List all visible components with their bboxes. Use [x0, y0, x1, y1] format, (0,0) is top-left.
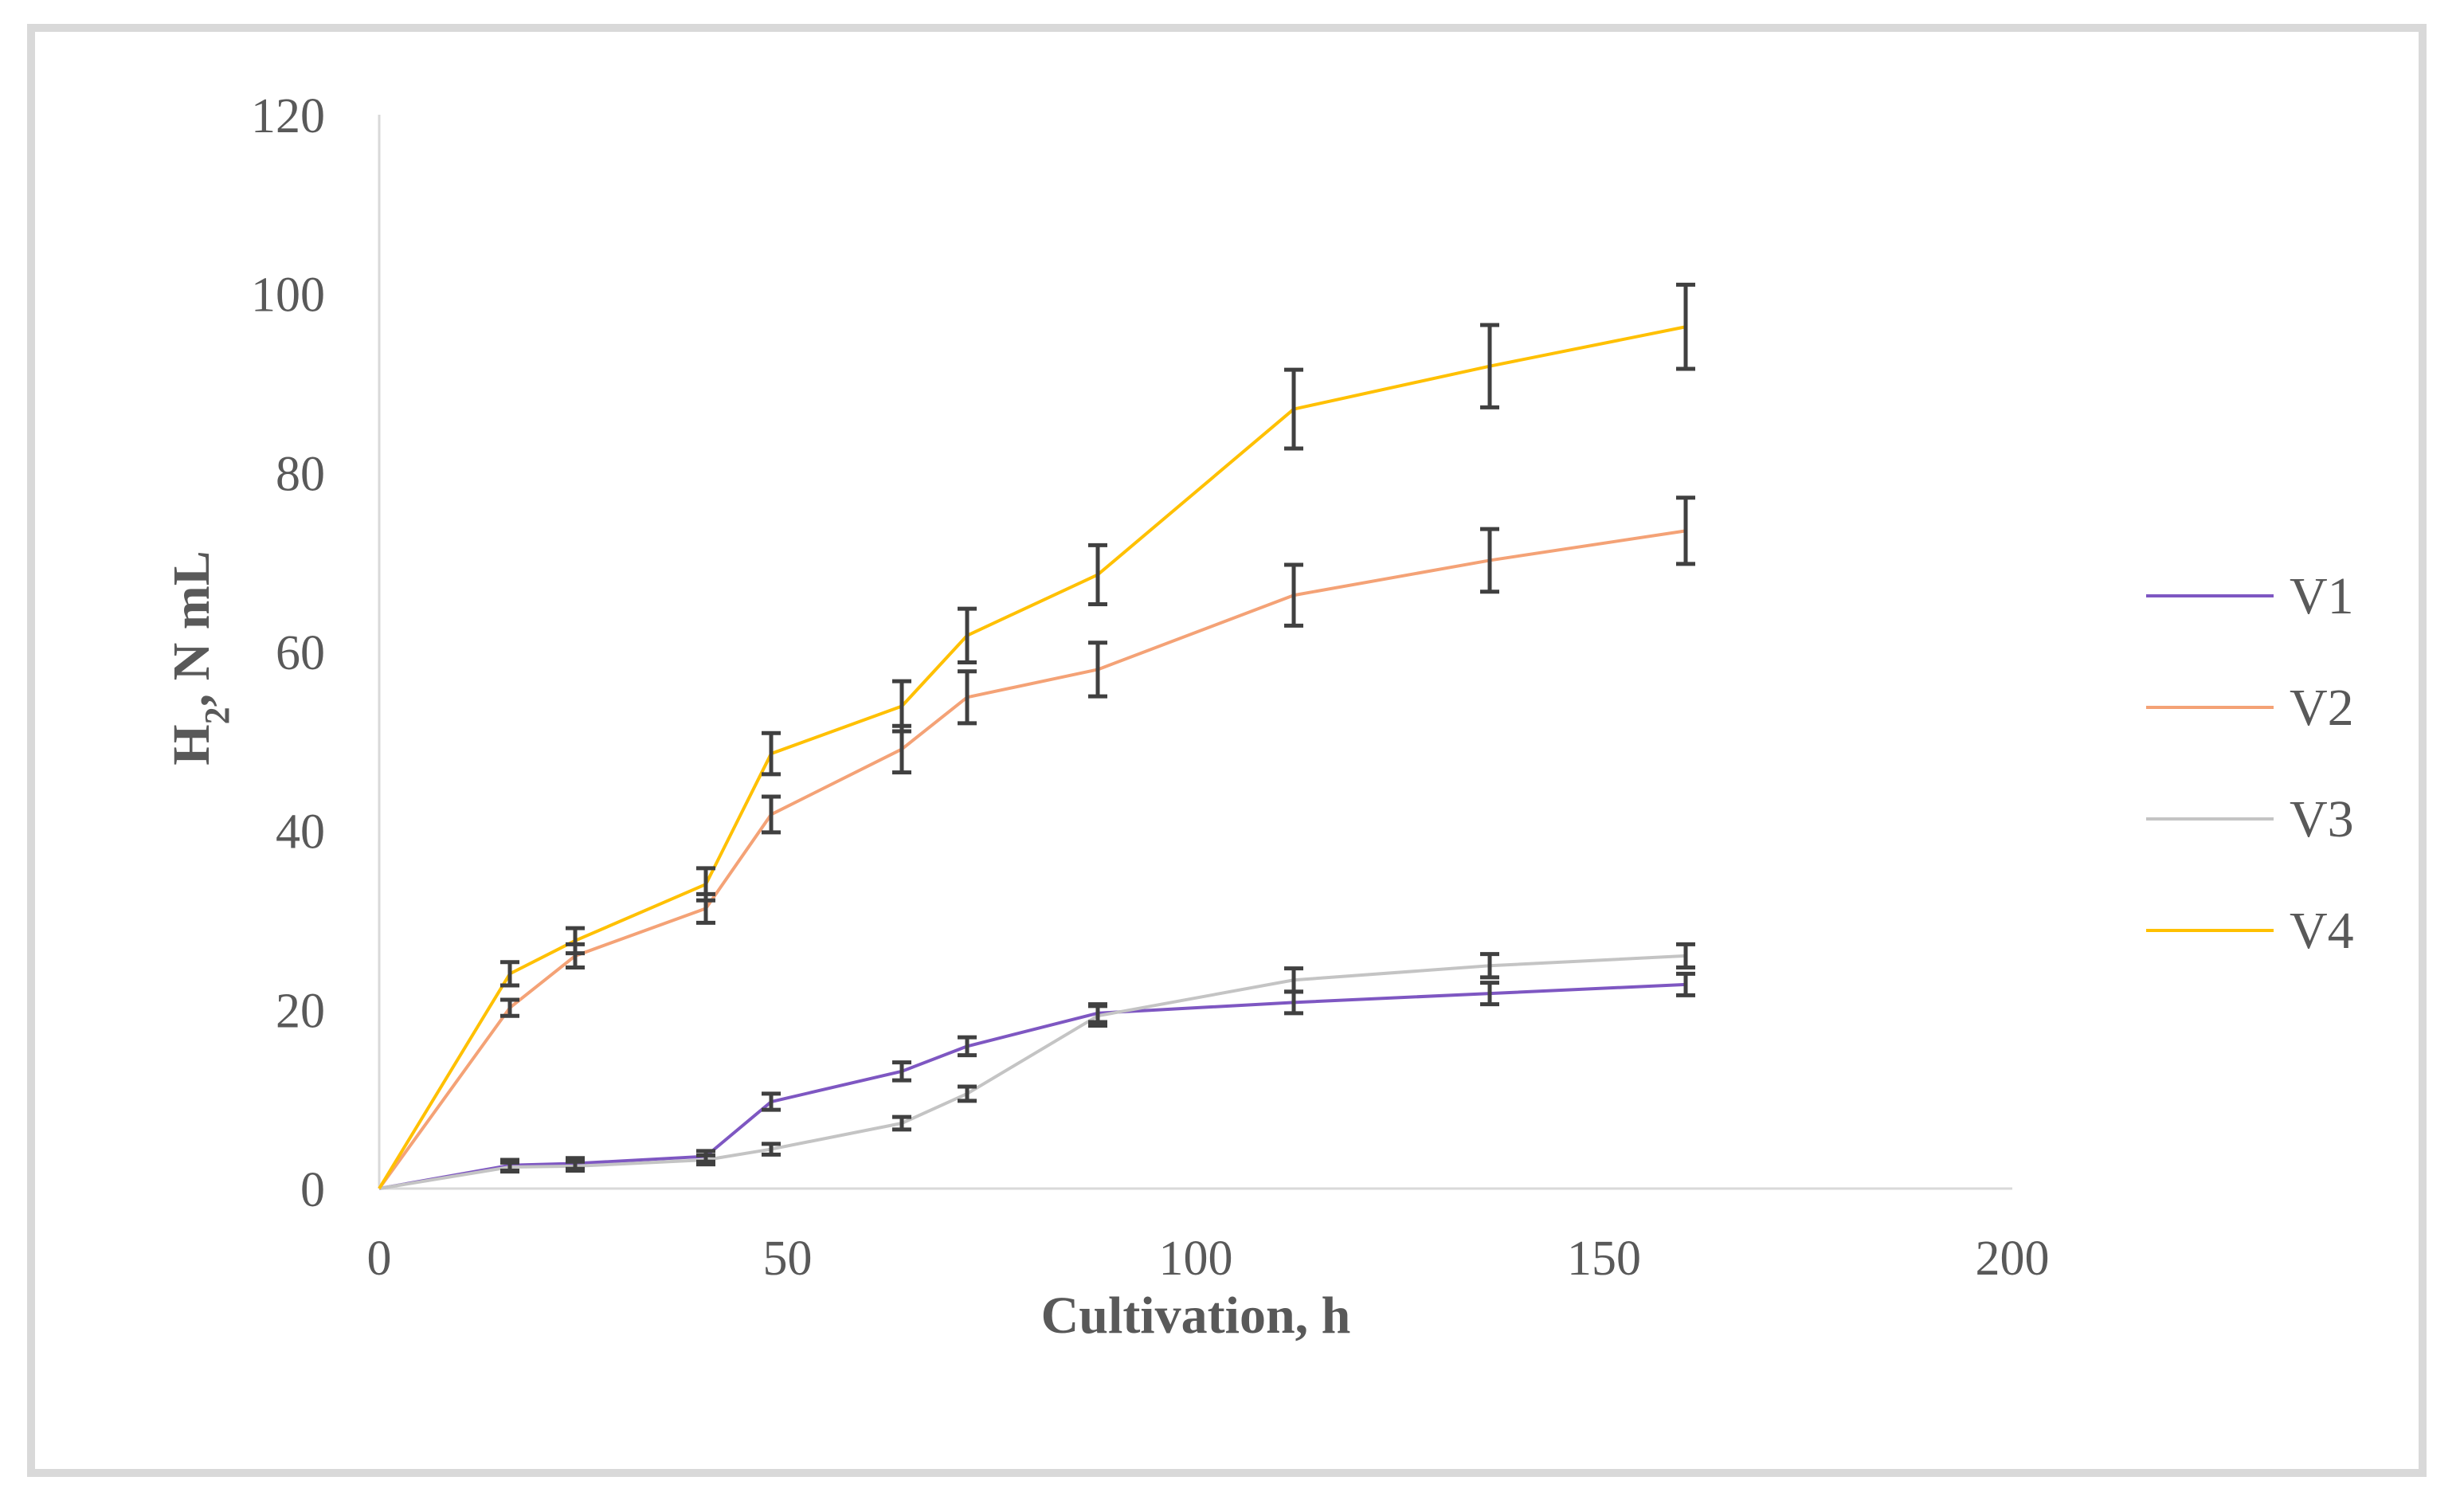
- y-tick-label: 40: [276, 805, 325, 860]
- error-bar-v3: [1284, 966, 1303, 994]
- x-axis-title: Cultivation, h: [1041, 1287, 1351, 1345]
- legend-label: V3: [2290, 790, 2354, 848]
- error-bar-v3: [958, 1084, 977, 1103]
- error-bar-v3: [696, 1153, 715, 1167]
- error-bar-v3: [1088, 1004, 1107, 1028]
- error-bar-v2: [1284, 562, 1303, 628]
- error-bar-v4: [696, 866, 715, 903]
- error-bar-v4: [958, 606, 977, 664]
- error-bar-v2: [500, 997, 519, 1018]
- legend-item-v1: V1: [2146, 567, 2354, 625]
- y-axis-title: H2, N mL: [163, 550, 237, 766]
- error-bar-v4: [762, 730, 781, 777]
- x-tick-label: 0: [367, 1232, 392, 1286]
- error-bar-v3: [892, 1114, 911, 1132]
- x-tick-label: 50: [763, 1232, 813, 1286]
- error-bar-v1: [958, 1035, 977, 1058]
- axes: [378, 115, 2012, 1190]
- chart-frame: 0 20 40 60 80 100 120 0 50 100 150 200 Cultivation…: [27, 24, 2427, 1477]
- error-bar-v4: [892, 679, 911, 734]
- series-lines: [378, 325, 1686, 1190]
- error-bar-v4: [1676, 282, 1695, 371]
- legend-item-v4: V4: [2146, 902, 2354, 960]
- y-axis-title-main: H: [163, 724, 221, 765]
- error-bar-v1: [892, 1060, 911, 1083]
- legend-item-v2: V2: [2146, 679, 2354, 737]
- error-bar-v2: [958, 669, 977, 726]
- error-bar-v2: [1676, 495, 1695, 566]
- error-bar-v1: [1676, 971, 1695, 997]
- error-bar-v2: [1088, 640, 1107, 699]
- y-tick-labels: 0 20 40 60 80 100 120: [251, 89, 325, 1217]
- x-tick-label: 200: [1976, 1232, 2050, 1286]
- error-bar-v4: [566, 926, 585, 956]
- error-bar-v1: [762, 1091, 781, 1112]
- y-axis-title-rest: , N mL: [163, 550, 221, 707]
- x-tick-label: 100: [1159, 1232, 1233, 1286]
- y-tick-label: 0: [300, 1163, 325, 1217]
- error-bar-v2: [1480, 527, 1499, 594]
- y-axis-title-subscript: 2: [198, 707, 237, 724]
- error-bar-v3: [762, 1142, 781, 1157]
- legend-label: V1: [2290, 567, 2354, 625]
- x-tick-labels: 0 50 100 150 200: [367, 1232, 2050, 1286]
- series-line-v4: [378, 325, 1686, 1190]
- y-tick-label: 100: [251, 268, 325, 323]
- error-bar-v4: [1284, 367, 1303, 451]
- y-tick-label: 60: [276, 626, 325, 680]
- error-bar-v2: [762, 794, 781, 835]
- error-bar-v3: [1676, 942, 1695, 970]
- error-bar-v4: [1480, 323, 1499, 409]
- legend-label: V4: [2290, 902, 2354, 960]
- legend-item-v3: V3: [2146, 790, 2354, 848]
- legend: V1 V2 V3 V4: [2146, 567, 2354, 960]
- y-tick-label: 120: [251, 89, 325, 143]
- legend-label: V2: [2290, 679, 2354, 737]
- y-tick-label: 20: [276, 984, 325, 1038]
- error-bar-v1: [1480, 981, 1499, 1007]
- error-bars: [500, 282, 1695, 1174]
- x-tick-label: 150: [1567, 1232, 1641, 1286]
- series-line-v2: [378, 529, 1686, 1190]
- line-chart: 0 20 40 60 80 100 120 0 50 100 150 200 Cultivation…: [163, 89, 2354, 1345]
- y-tick-label: 80: [276, 447, 325, 501]
- error-bar-v4: [500, 960, 519, 988]
- error-bar-v3: [1480, 952, 1499, 980]
- error-bar-v3: [500, 1160, 519, 1174]
- error-bar-v3: [566, 1159, 585, 1173]
- error-bar-v4: [1088, 542, 1107, 606]
